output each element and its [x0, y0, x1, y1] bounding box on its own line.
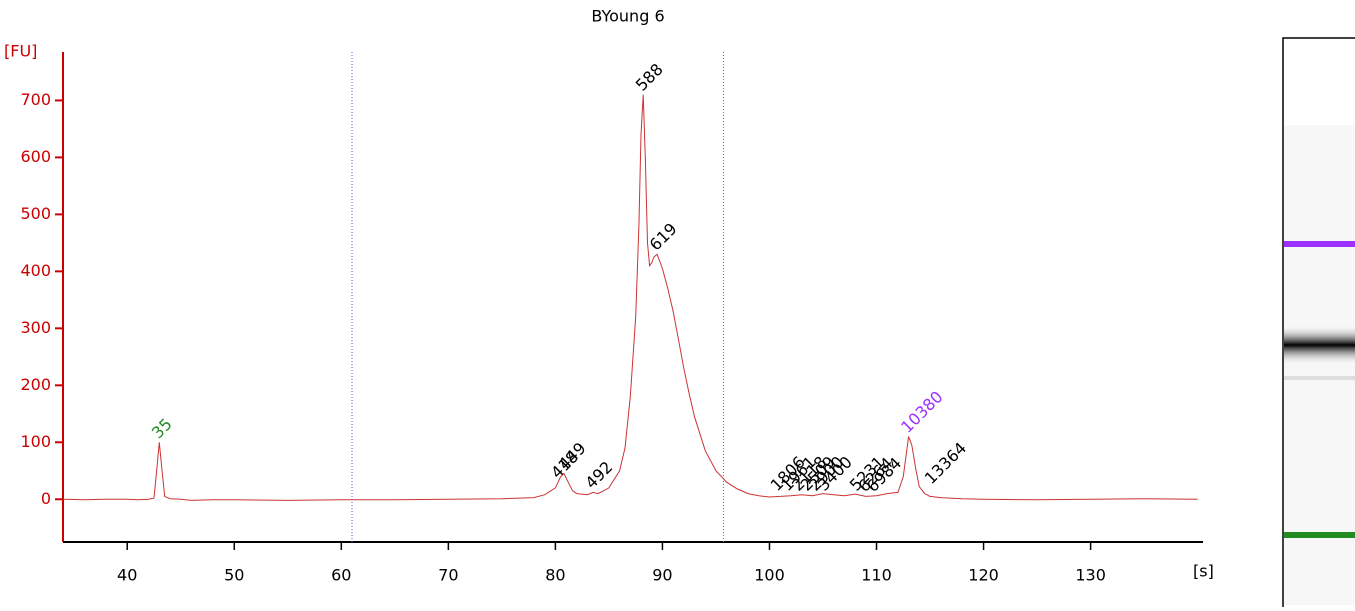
x-axis-label: [s] — [1193, 562, 1214, 581]
gel-band — [1284, 376, 1355, 380]
x-tick-label: 90 — [652, 566, 672, 585]
x-tick-label: 50 — [224, 566, 244, 585]
gel-band — [1284, 532, 1355, 538]
y-tick-label: 700 — [20, 90, 51, 109]
y-tick-label: 500 — [20, 204, 51, 223]
gel-band — [1284, 241, 1355, 247]
x-tick-label: 100 — [754, 566, 785, 585]
peak-label: 10380 — [897, 387, 946, 436]
y-tick-label: 300 — [20, 318, 51, 337]
x-tick-label: 40 — [117, 566, 137, 585]
x-tick-label: 110 — [861, 566, 892, 585]
x-tick-label: 60 — [331, 566, 351, 585]
y-axis-label: [FU] — [4, 42, 37, 61]
y-tick-label: 0 — [41, 489, 51, 508]
x-tick-label: 70 — [438, 566, 458, 585]
gel-band — [1284, 325, 1355, 365]
x-tick-label: 80 — [545, 566, 565, 585]
trace-line — [62, 94, 1198, 501]
y-tick-label: 100 — [20, 432, 51, 451]
peak-label: 588 — [632, 60, 667, 95]
peak-label: 13364 — [921, 438, 970, 487]
gel-lane — [1282, 37, 1355, 611]
chart-title: BYoung 6 — [591, 7, 664, 26]
peak-label: 35 — [148, 414, 176, 442]
y-tick-label: 200 — [20, 375, 51, 394]
y-tick-label: 400 — [20, 261, 51, 280]
peak-label: 492 — [581, 457, 616, 492]
peak-label: 619 — [646, 219, 681, 254]
x-tick-label: 130 — [1075, 566, 1106, 585]
x-tick-label: 120 — [968, 566, 999, 585]
y-tick-label: 600 — [20, 147, 51, 166]
